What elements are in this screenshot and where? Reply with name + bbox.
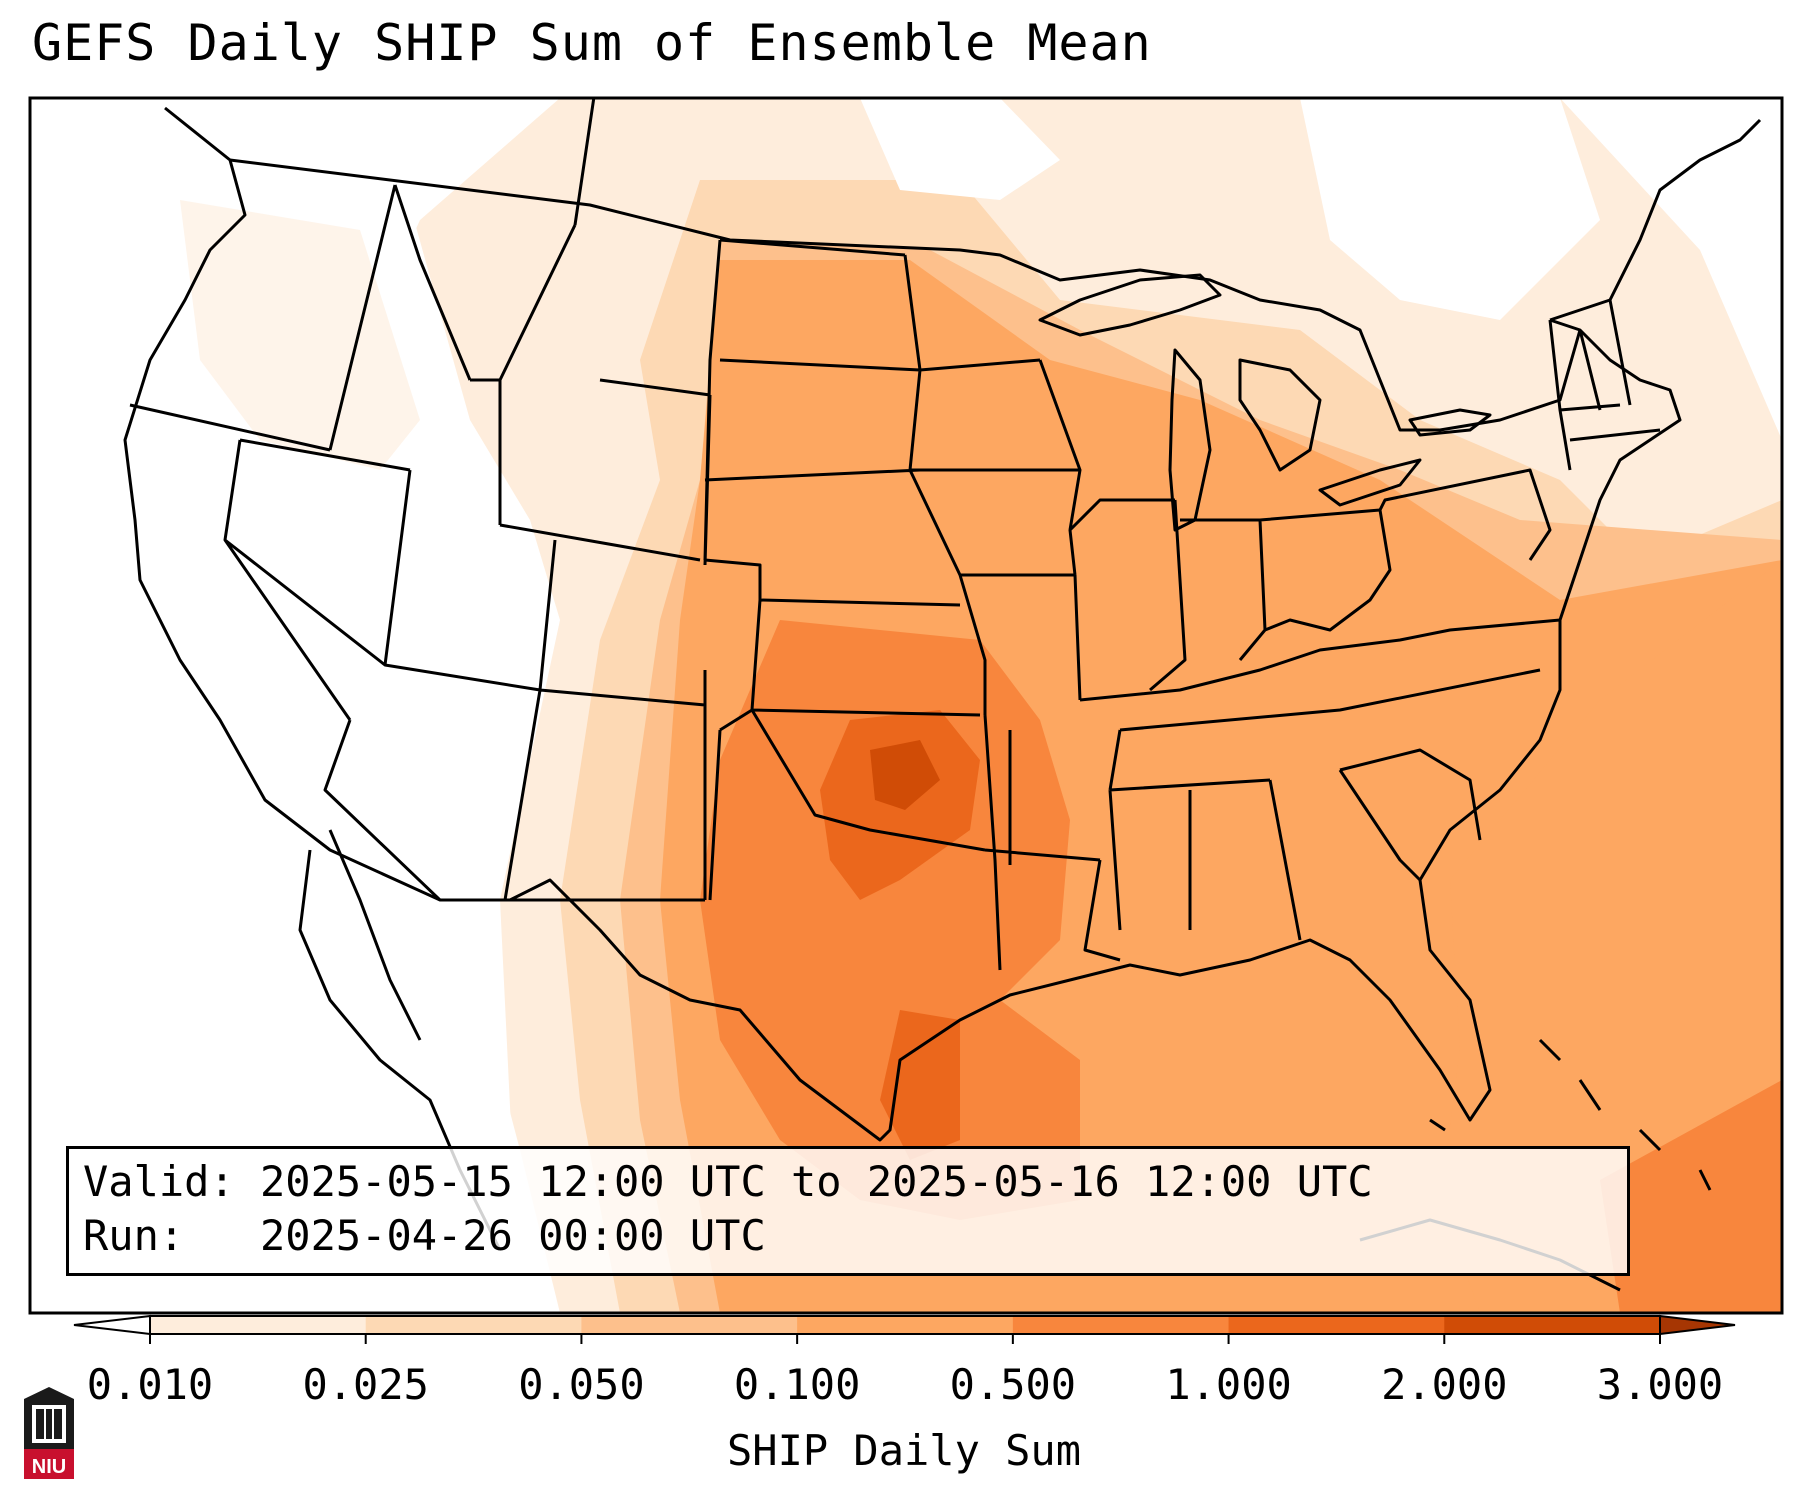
shade-level-5 [700, 620, 1080, 1220]
colorbar-segment [1012, 1316, 1230, 1334]
lake-superior [1038, 273, 1222, 337]
lake-huron [1238, 358, 1322, 472]
map-frame [28, 96, 1784, 1315]
bahamas [1538, 1038, 1712, 1191]
dry-nv [180, 200, 420, 470]
state-lines-west [129, 98, 722, 902]
dry-north [860, 98, 1060, 200]
shade-level-7 [870, 740, 940, 810]
lake-erie [1318, 458, 1422, 507]
colorbar-extend-high [1659, 1314, 1736, 1336]
colorbar-tick-label: 0.100 [733, 1360, 861, 1409]
colorbar-segment [1228, 1316, 1445, 1334]
niu-logo-icon: NIU [24, 1387, 74, 1479]
state-lines-ne [1548, 299, 1661, 471]
info-box: Valid: 2025-05-15 12:00 UTC to 2025-05-1… [66, 1146, 1630, 1276]
state-lines-central [704, 238, 1121, 971]
boundary-layer [123, 98, 1762, 1292]
state-lines-east [910, 358, 1561, 941]
colorbar-tick-label: 0.050 [518, 1360, 645, 1409]
run-value: 2025-04-26 00:00 UTC [260, 1211, 766, 1260]
colorbar-tick-label: 0.500 [949, 1360, 1077, 1409]
colorbar-tick-label: 0.025 [302, 1360, 429, 1409]
colorbar-tick-label: 3.000 [1596, 1360, 1724, 1409]
shading-layer [30, 98, 1782, 1313]
shade-level-6b [880, 1010, 960, 1160]
canada-border [229, 158, 1582, 432]
run-label: Run: [83, 1211, 185, 1260]
dry-northeast [1300, 98, 1600, 320]
colorbar-segment [581, 1316, 798, 1334]
run-line: Run: 2025-04-26 00:00 UTC [83, 1209, 1627, 1263]
dry-west [30, 98, 560, 1313]
colorbar [73, 1314, 1736, 1344]
colorbar-title: SHIP Daily Sum [726, 1426, 1082, 1475]
florida-keys [1429, 1118, 1446, 1132]
colorbar-segment [797, 1316, 1014, 1334]
us-outline [123, 106, 1682, 1142]
colorbar-segment [365, 1316, 582, 1334]
valid-value: 2025-05-15 12:00 UTC to 2025-05-16 12:00… [260, 1157, 1373, 1206]
page-title: GEFS Daily SHIP Sum of Ensemble Mean [32, 14, 1152, 72]
svg-text:NIU: NIU [32, 1456, 66, 1478]
lake-ontario [1408, 408, 1492, 437]
colorbar-tick-label: 2.000 [1381, 1360, 1508, 1409]
shade-atlantic [1440, 560, 1782, 1313]
colorbar-tick-label: 1.000 [1165, 1360, 1292, 1409]
shade-caribbean [1600, 1080, 1782, 1313]
valid-label: Valid: [83, 1157, 235, 1206]
colorbar-segment [150, 1316, 367, 1334]
colorbar-segment [1444, 1316, 1661, 1334]
colorbar-extend-low [73, 1314, 151, 1336]
lake-michigan [1168, 348, 1212, 532]
colorbar-frame [149, 1315, 1661, 1335]
colorbar-tick-label: 0.010 [86, 1360, 214, 1409]
valid-line: Valid: 2025-05-15 12:00 UTC to 2025-05-1… [83, 1155, 1627, 1209]
